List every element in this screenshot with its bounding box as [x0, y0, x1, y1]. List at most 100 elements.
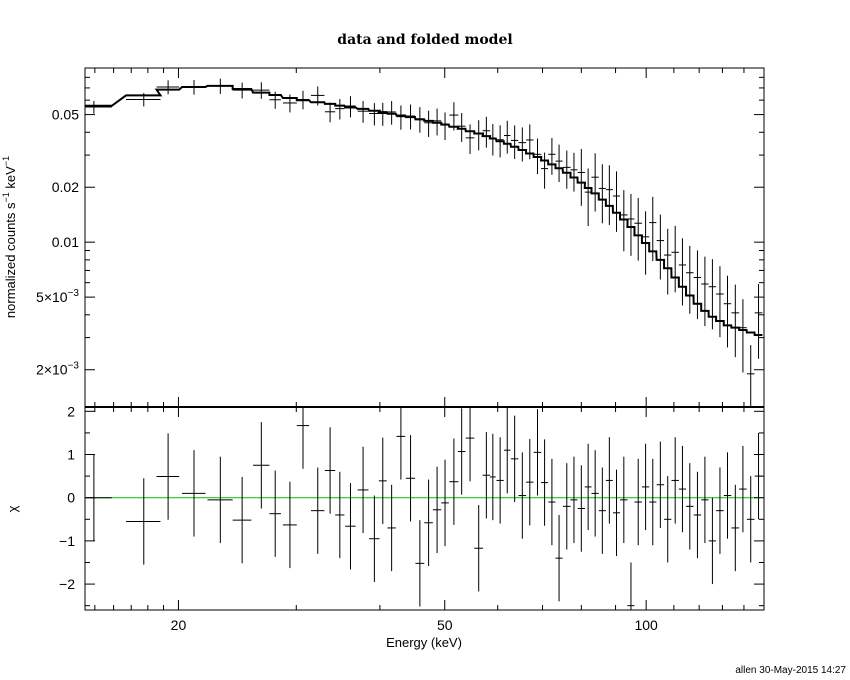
residual-point: [649, 458, 657, 546]
data-point: [577, 149, 585, 206]
residual-point: [126, 478, 161, 565]
x-tick-label: 100: [634, 617, 658, 633]
plot-credit: allen 30-May-2015 14:27: [735, 665, 846, 676]
residual-point: [457, 408, 466, 495]
data-point: [708, 259, 717, 330]
data-point: [207, 78, 233, 94]
residual-point: [627, 562, 635, 610]
residual-point: [584, 443, 592, 531]
data-point: [357, 101, 369, 123]
data-point: [686, 245, 694, 314]
data-point: [510, 125, 519, 159]
data-point: [641, 211, 650, 275]
data-point: [465, 124, 475, 154]
data-point: [671, 225, 679, 293]
residual-point: [432, 466, 442, 553]
data-point: [518, 127, 527, 162]
residual-point: [335, 471, 345, 559]
data-point: [457, 113, 466, 142]
residual-point: [598, 467, 606, 554]
residual-point: [396, 407, 406, 480]
residual-y-axis-label: χ: [5, 505, 20, 512]
data-point: [324, 102, 336, 123]
data-point: [253, 82, 270, 99]
x-tick-label: 50: [437, 617, 453, 633]
data-point: [716, 266, 724, 338]
residual-point: [357, 446, 369, 534]
residual-point: [739, 445, 747, 533]
x-axis-label: Energy (keV): [386, 635, 462, 650]
data-point: [387, 101, 396, 125]
data-point: [555, 144, 563, 183]
residual-point: [746, 476, 755, 563]
model-histogram: [85, 84, 763, 336]
residual-point: [518, 452, 527, 539]
data-point: [627, 193, 635, 256]
residual-point: [474, 505, 484, 592]
residual-point: [405, 435, 416, 522]
y-tick-label: 5×10−3: [36, 288, 79, 305]
residual-point: [612, 469, 621, 557]
data-point: [269, 91, 281, 109]
residual-point: [207, 456, 233, 544]
residual-point: [634, 458, 642, 546]
data-point: [282, 94, 297, 113]
data-point: [369, 103, 380, 126]
data-point: [541, 152, 549, 189]
residual-point: [562, 463, 571, 550]
residual-point: [489, 433, 496, 521]
residual-data-points: [85, 407, 763, 610]
y-tick-label: 1: [67, 447, 75, 463]
data-point: [664, 228, 672, 295]
residual-point: [754, 432, 763, 520]
residual-point: [310, 467, 325, 554]
residual-point: [678, 445, 687, 533]
data-point: [489, 124, 496, 156]
residual-point: [591, 450, 599, 537]
y-tick-label: 2: [67, 403, 75, 419]
residual-point: [496, 437, 504, 524]
residual-point: [671, 437, 679, 524]
data-point: [441, 112, 449, 141]
residual-point: [686, 463, 694, 550]
data-point: [731, 284, 740, 358]
residual-point: [541, 439, 549, 526]
data-point: [723, 275, 732, 348]
data-point: [739, 299, 747, 373]
spectrum-y-ticks: 0.05 0.02 0.01 5×10−3 2×10−3: [36, 67, 764, 378]
residual-point: [731, 484, 740, 572]
residual-point: [441, 459, 449, 547]
data-point: [405, 104, 416, 130]
spectrum-y-axis-label: normalized counts s−1 keV−1: [1, 156, 18, 318]
data-point: [701, 256, 709, 327]
residual-point: [465, 407, 475, 482]
data-point: [503, 120, 511, 154]
residual-point: [641, 443, 650, 531]
y-tick-label: 0.02: [52, 179, 79, 195]
spectrum-data-points: [85, 78, 763, 407]
residual-point: [369, 495, 380, 582]
data-point: [449, 102, 459, 131]
residual-point: [716, 467, 724, 554]
residual-point: [482, 432, 491, 519]
data-point: [693, 250, 702, 320]
data-point: [634, 197, 642, 261]
residual-point: [282, 481, 297, 569]
data-point: [126, 93, 161, 107]
data-point: [474, 120, 484, 151]
residual-point: [387, 484, 396, 572]
residual-point: [449, 438, 459, 525]
residual-point: [232, 476, 252, 564]
residual-point: [182, 450, 206, 537]
data-point: [424, 110, 433, 137]
y-tick-label: −2: [59, 576, 75, 592]
x-tick-label: 20: [171, 617, 187, 633]
data-point: [754, 283, 763, 359]
residual-point: [526, 438, 534, 526]
data-point: [656, 214, 665, 280]
data-point: [156, 80, 180, 95]
data-point: [620, 190, 628, 252]
residual-point: [378, 437, 387, 525]
residual-point: [85, 454, 112, 541]
